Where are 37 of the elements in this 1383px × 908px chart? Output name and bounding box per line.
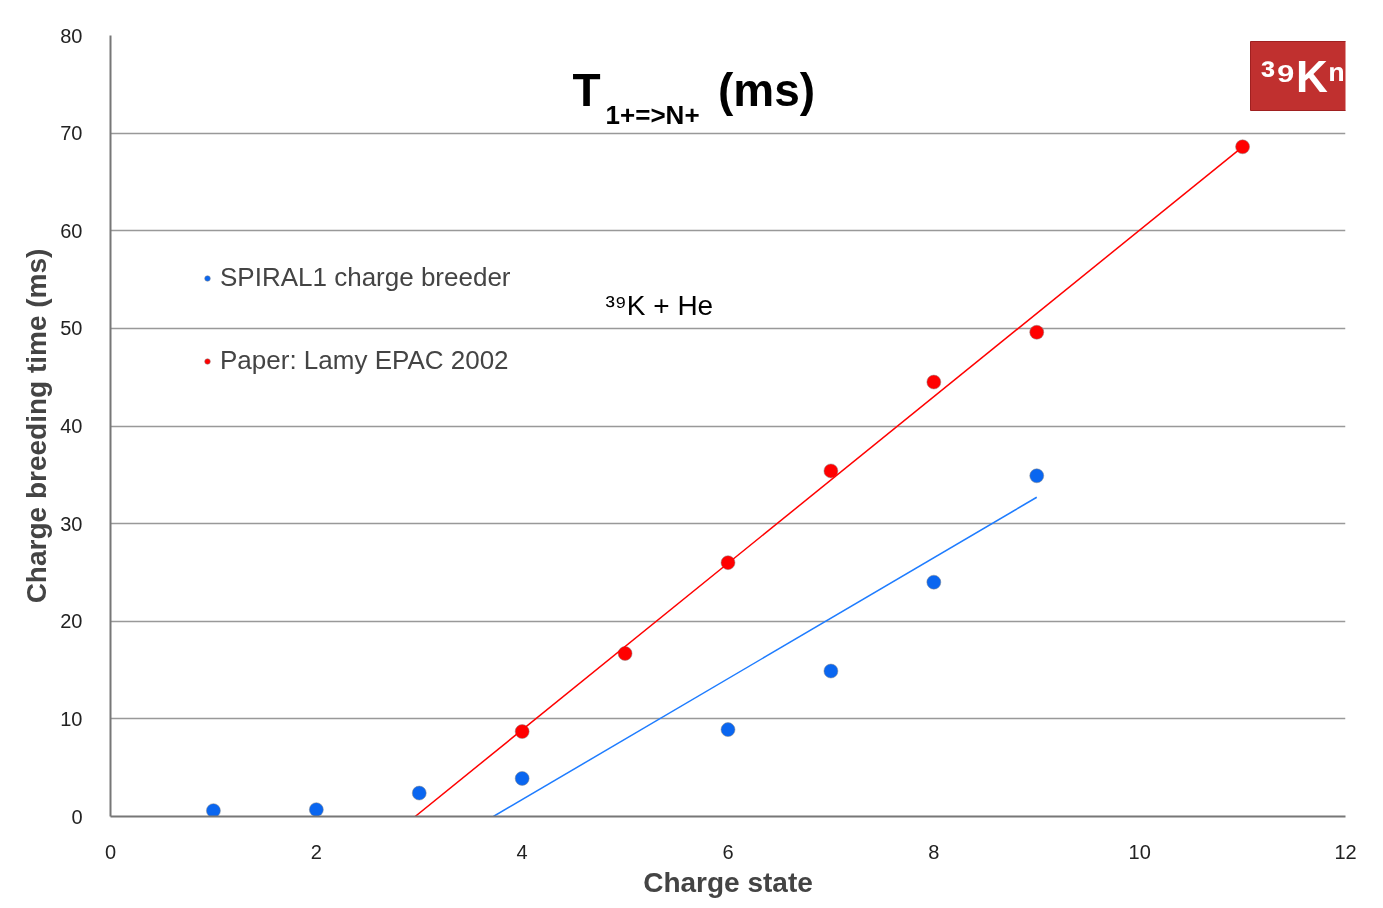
- x-axis-title: Charge state: [643, 866, 813, 898]
- point: [720, 555, 736, 570]
- annotation: ³⁹Kⁿ: [1260, 51, 1346, 101]
- y-tick-label: 10: [60, 707, 83, 730]
- point: [720, 722, 736, 737]
- point: [514, 724, 530, 739]
- point: [926, 574, 942, 590]
- point: [1029, 325, 1044, 340]
- x-tick-label: 10: [1128, 840, 1151, 863]
- y-tick-label: 70: [60, 122, 83, 145]
- y-tick-label: 0: [71, 805, 83, 828]
- point: [206, 803, 221, 817]
- point: [1235, 139, 1250, 155]
- y-axis-title: Charge breeding time (ms): [21, 248, 53, 604]
- point: [1029, 468, 1044, 484]
- point: [823, 663, 839, 679]
- point: [514, 771, 530, 786]
- x-tick-label: 6: [722, 840, 734, 863]
- x-tick-label: 0: [104, 840, 117, 863]
- x-tick-label: 2: [310, 840, 322, 863]
- point: [617, 646, 633, 661]
- y-tick-label: 30: [60, 512, 83, 535]
- y-tick-label: 60: [60, 219, 83, 242]
- y-tick-label: 40: [60, 415, 83, 437]
- y-tick-label: 50: [60, 317, 83, 340]
- x-tick-label: 4: [516, 840, 528, 863]
- x-tick-label: 8: [928, 840, 940, 863]
- point: [309, 802, 324, 817]
- x-tick-label: 12: [1334, 840, 1357, 863]
- legend-label: Paper: Lamy EPAC 2002: [220, 345, 509, 376]
- point: [926, 374, 942, 390]
- point: [823, 463, 839, 479]
- y-tick-label: 20: [60, 610, 83, 633]
- y-tick-label: 80: [60, 24, 83, 47]
- annotation: ³⁹K + He: [605, 289, 714, 321]
- point: [412, 785, 427, 801]
- legend-label: SPIRAL1 charge breeder: [220, 262, 511, 293]
